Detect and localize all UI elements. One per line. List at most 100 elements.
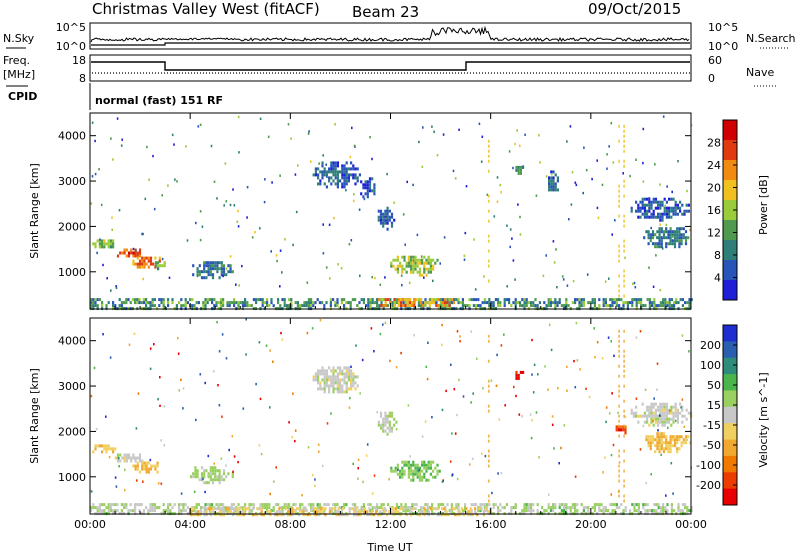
heatmap-speck	[618, 249, 620, 253]
heatmap-cell	[107, 239, 110, 243]
heatmap-cell	[643, 209, 646, 213]
heatmap-cell	[429, 460, 432, 464]
heatmap-cell	[193, 509, 196, 513]
heatmap-cell	[665, 206, 668, 210]
heatmap-cell	[656, 230, 659, 234]
heatmap-cell	[312, 503, 315, 507]
heatmap-cell	[436, 513, 439, 517]
heatmap-cell	[356, 179, 359, 183]
heatmap-cell	[114, 447, 117, 451]
heatmap-cell	[457, 509, 460, 513]
heatmap-speck	[490, 379, 493, 382]
heatmap-cell	[611, 301, 614, 305]
heatmap-speck	[454, 432, 457, 435]
heatmap-speck	[680, 406, 682, 409]
heatmap-speck	[258, 444, 261, 447]
heatmap-cell	[319, 179, 322, 183]
heatmap-cell	[405, 460, 408, 464]
heatmap-cell	[667, 233, 670, 237]
heatmap-cell	[654, 450, 657, 454]
heatmap-cell	[352, 173, 355, 177]
heatmap-speck	[476, 357, 478, 360]
heatmap-cell	[320, 510, 323, 514]
heatmap-cell	[261, 298, 264, 302]
heatmap-cell	[483, 298, 486, 302]
heatmap-cell	[221, 510, 224, 514]
heatmap-cell	[433, 301, 436, 305]
heatmap-cell	[423, 507, 426, 511]
heatmap-cell	[336, 301, 339, 305]
heatmap-cell	[448, 298, 451, 302]
heatmap-cell	[682, 227, 685, 231]
heatmap-cell	[650, 203, 653, 207]
heatmap-cell	[362, 301, 365, 305]
heatmap-cell	[655, 304, 658, 308]
heatmap-cell	[120, 509, 123, 513]
heatmap-cell	[680, 435, 683, 439]
heatmap-cell	[420, 506, 423, 510]
heatmap-cell	[257, 298, 260, 302]
heatmap-speck	[660, 453, 662, 457]
heatmap-speck	[350, 365, 352, 368]
heatmap-cell	[637, 503, 640, 507]
heatmap-cell	[519, 165, 522, 169]
heatmap-cell	[288, 304, 291, 308]
heatmap-speck	[513, 385, 515, 389]
colorbar-segment	[723, 240, 737, 261]
heatmap-speck	[576, 359, 579, 362]
heatmap-cell	[356, 375, 359, 379]
heatmap-cell	[182, 304, 185, 308]
heatmap-cell	[371, 189, 374, 193]
heatmap-cell	[670, 215, 673, 219]
heatmap-speck	[135, 427, 138, 430]
heatmap-cell	[294, 301, 297, 305]
heatmap-cell	[646, 408, 649, 412]
heatmap-cell	[558, 298, 561, 302]
heatmap-speck	[618, 404, 620, 408]
heatmap-cell	[541, 506, 544, 510]
heatmap-speck	[623, 294, 625, 298]
heatmap-cell	[665, 447, 668, 451]
heatmap-speck	[545, 254, 547, 257]
heatmap-cell	[673, 245, 677, 249]
heatmap-cell	[649, 435, 652, 439]
heatmap-speck	[566, 140, 568, 143]
heatmap-cell	[635, 209, 638, 213]
heatmap-cell	[674, 405, 677, 409]
heatmap-cell	[277, 301, 280, 305]
heatmap-speck	[355, 344, 357, 347]
heatmap-speck	[279, 174, 281, 177]
heatmap-cell	[118, 298, 121, 302]
heatmap-speck	[601, 183, 604, 187]
heatmap-cell	[431, 509, 434, 513]
heatmap-cell	[336, 390, 339, 394]
heatmap-cell	[218, 513, 221, 517]
heatmap-cell	[336, 176, 339, 180]
heatmap-cell	[209, 261, 212, 265]
heatmap-cell	[386, 414, 389, 418]
heatmap-cell	[195, 506, 198, 510]
heatmap-cell	[647, 435, 650, 439]
heatmap-cell	[323, 503, 326, 507]
heatmap-speck	[269, 406, 271, 409]
heatmap-speck	[142, 277, 144, 281]
heatmap-cell	[238, 510, 241, 514]
heatmap-cell	[237, 503, 240, 507]
heatmap-cell	[550, 185, 553, 189]
heatmap-cell	[321, 387, 324, 391]
heatmap-cell	[107, 444, 110, 448]
heatmap-cell	[649, 441, 652, 445]
heatmap-cell	[321, 173, 324, 177]
heatmap-cell	[151, 304, 154, 308]
heatmap-cell	[652, 417, 655, 421]
heatmap-cell	[657, 420, 660, 424]
heatmap-cell	[427, 255, 430, 259]
heatmap-cell	[679, 411, 682, 415]
colorbar-segment	[723, 260, 737, 281]
heatmap-cell	[353, 513, 356, 517]
heatmap-cell	[554, 304, 557, 308]
heatmap-cell	[613, 509, 616, 513]
heatmap-cell	[651, 242, 655, 246]
heatmap-cell	[490, 304, 493, 308]
heatmap-cell	[190, 513, 193, 517]
